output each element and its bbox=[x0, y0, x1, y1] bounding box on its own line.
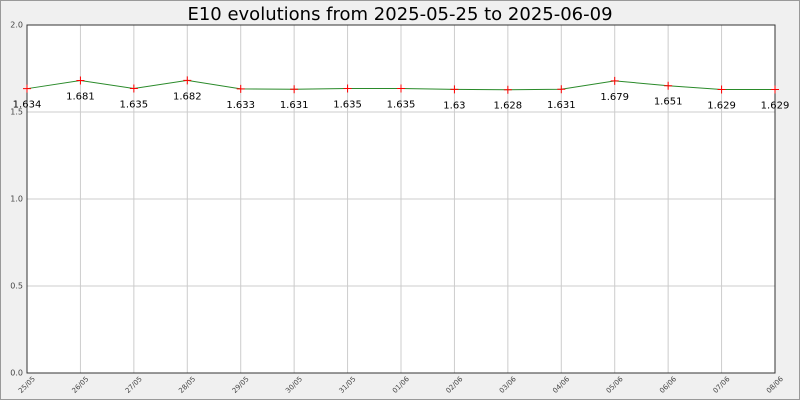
y-tick-label: 1.5 bbox=[10, 108, 23, 117]
point-marker bbox=[183, 76, 192, 85]
point-marker bbox=[610, 76, 619, 85]
value-label: 1.63 bbox=[443, 100, 465, 111]
point-marker bbox=[771, 85, 779, 94]
point-marker bbox=[664, 81, 673, 90]
value-label: 1.681 bbox=[66, 92, 95, 103]
value-label: 1.679 bbox=[600, 92, 629, 103]
value-label: 1.635 bbox=[387, 100, 416, 111]
point-marker bbox=[717, 85, 726, 94]
point-marker bbox=[236, 84, 245, 93]
point-marker bbox=[129, 84, 138, 93]
chart-title: E10 evolutions from 2025-05-25 to 2025-0… bbox=[187, 4, 612, 25]
point-marker bbox=[557, 85, 566, 94]
point-marker bbox=[76, 76, 85, 85]
y-tick-label: 1.0 bbox=[10, 195, 23, 204]
value-label: 1.631 bbox=[547, 100, 576, 111]
value-label: 1.628 bbox=[494, 101, 523, 112]
point-marker bbox=[397, 84, 405, 93]
y-tick-label: 2.0 bbox=[10, 21, 23, 30]
value-label: 1.629 bbox=[761, 101, 790, 112]
point-marker bbox=[503, 85, 512, 94]
value-label: 1.682 bbox=[173, 91, 202, 102]
y-tick-label: 0.0 bbox=[10, 369, 23, 378]
y-tick-label: 0.5 bbox=[10, 282, 23, 291]
value-label: 1.633 bbox=[226, 100, 255, 111]
point-marker bbox=[290, 85, 299, 94]
point-marker bbox=[450, 85, 459, 94]
plot-frame bbox=[26, 24, 776, 374]
value-label: 1.629 bbox=[707, 101, 736, 112]
point-marker bbox=[343, 84, 352, 93]
value-label: 1.634 bbox=[13, 100, 42, 111]
value-label: 1.631 bbox=[280, 100, 309, 111]
value-label: 1.635 bbox=[120, 100, 149, 111]
value-label: 1.635 bbox=[333, 100, 362, 111]
point-marker bbox=[23, 84, 31, 93]
value-label: 1.651 bbox=[654, 97, 683, 108]
